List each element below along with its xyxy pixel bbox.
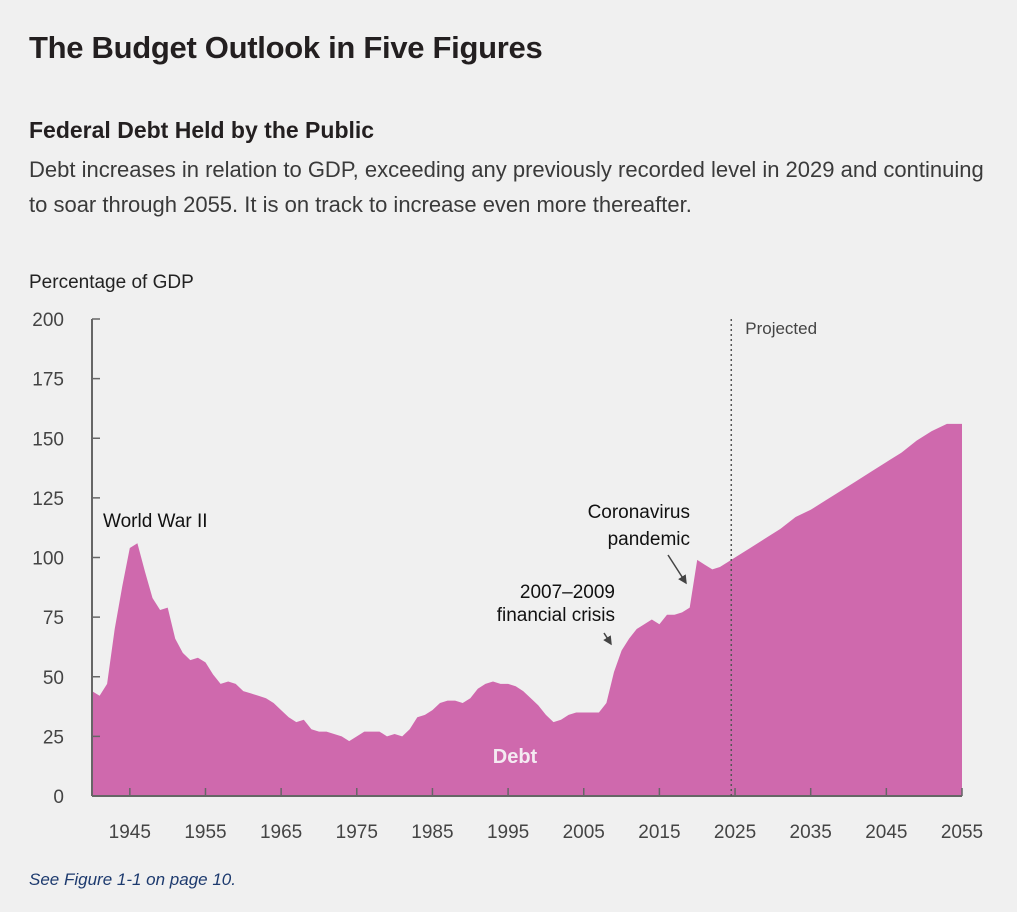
y-tick-label: 75	[43, 608, 64, 629]
series-label-debt: Debt	[493, 746, 538, 768]
y-tick-label: 125	[32, 489, 64, 510]
x-tick-label: 1965	[260, 822, 302, 843]
debt-area	[92, 423, 962, 796]
y-tick-label: 50	[43, 668, 64, 689]
annotation-pandemic: pandemic	[608, 529, 690, 550]
arrow-financial-crisis	[603, 632, 612, 646]
figure-description: Debt increases in relation to GDP, excee…	[29, 157, 984, 217]
axes: 0 25 50 75 100 125 150 175 200 1945 1955 1965 1975 19…	[32, 310, 983, 843]
y-tick-label: 0	[53, 787, 64, 808]
x-tick-label: 2025	[714, 822, 756, 843]
y-tick-label: 200	[32, 310, 64, 331]
x-tick-label: 2005	[563, 822, 605, 843]
annotation-financial-crisis: financial crisis	[497, 605, 615, 626]
x-tick-label: 2045	[865, 822, 907, 843]
x-tick-label: 1985	[411, 822, 453, 843]
page-title: The Budget Outlook in Five Figures	[29, 30, 543, 65]
y-axis-label: Percentage of GDP	[29, 272, 194, 293]
x-tick-label: 1955	[184, 822, 226, 843]
figure-reference-link[interactable]: See Figure 1-1 on page 10.	[29, 870, 236, 889]
arrow-pandemic	[667, 554, 687, 585]
x-tick-label: 2015	[638, 822, 680, 843]
x-tick-label: 2035	[790, 822, 832, 843]
x-tick-label: 1945	[109, 822, 151, 843]
x-tick-label: 2055	[941, 822, 983, 843]
figure-title: Federal Debt Held by the Public	[29, 117, 375, 143]
annotation-financial-crisis-years: 2007–2009	[520, 582, 615, 603]
annotations: Projected World War II 2007–2009financial …	[103, 319, 817, 796]
x-tick-label: 1975	[336, 822, 378, 843]
y-tick-label: 150	[32, 429, 64, 450]
x-tick-label: 1995	[487, 822, 529, 843]
projected-label: Projected	[745, 319, 817, 338]
y-tick-label: 25	[43, 727, 64, 748]
annotation-world-war-ii: World War II	[103, 511, 208, 532]
annotation-coronavirus: Coronavirus	[588, 502, 690, 523]
y-tick-label: 175	[32, 370, 64, 391]
area-layer	[92, 423, 962, 796]
y-tick-label: 100	[32, 549, 64, 570]
